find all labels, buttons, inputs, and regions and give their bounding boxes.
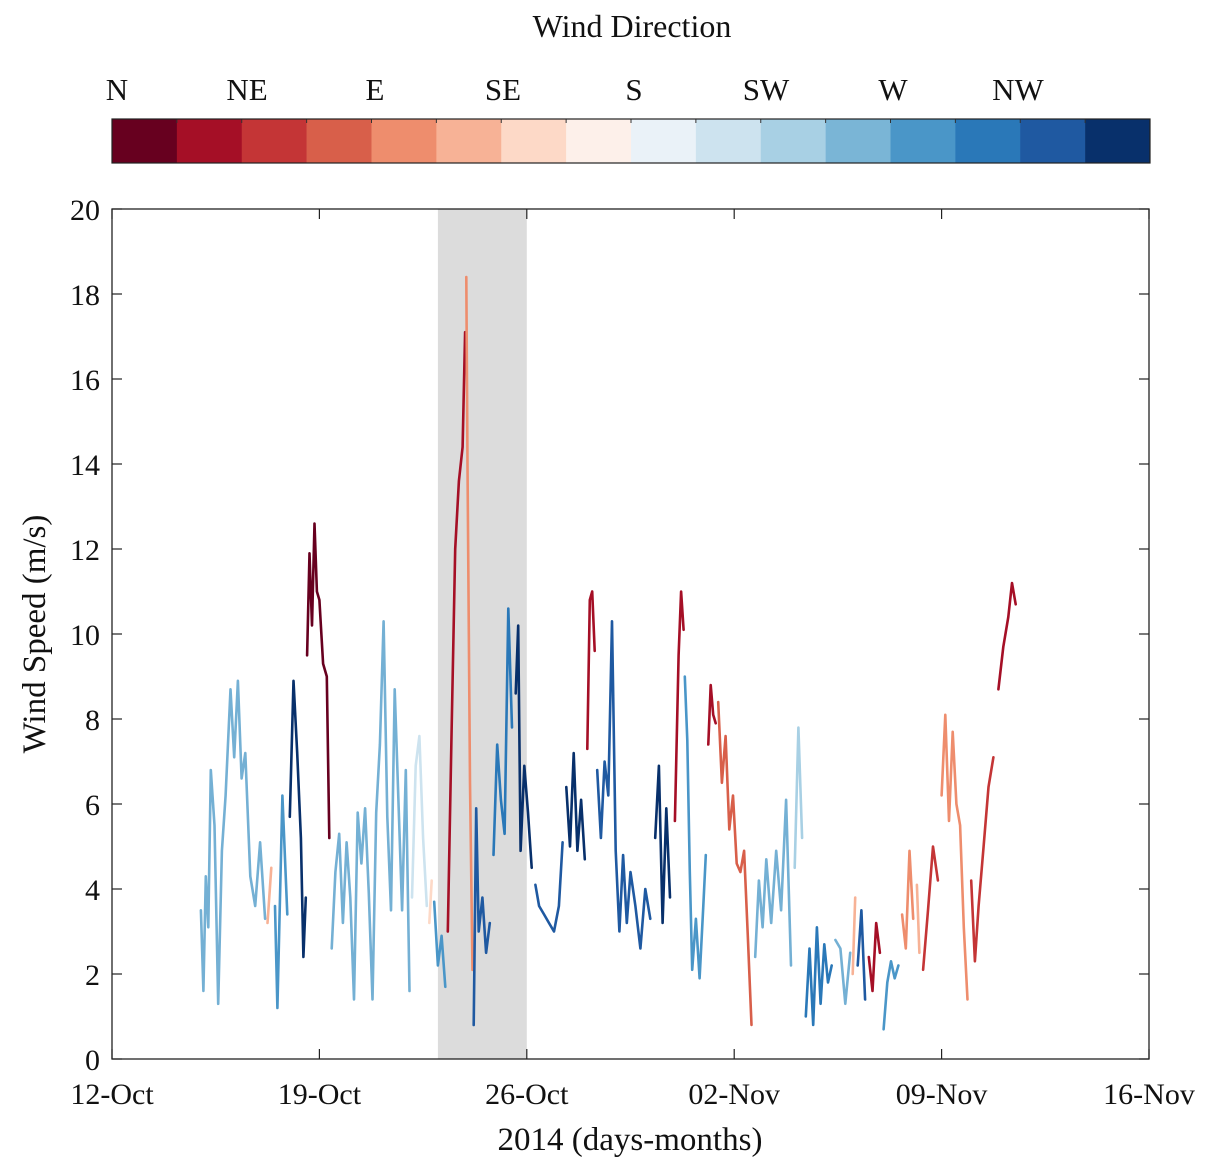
series-line <box>305 522 331 840</box>
series-line <box>851 896 857 976</box>
colorbar-cell <box>436 119 502 163</box>
series-line <box>882 959 900 1031</box>
colorbar-cell <box>955 119 1021 163</box>
series-line <box>716 700 753 1027</box>
colorbar-cell <box>890 119 956 163</box>
x-tick-label: 19-Oct <box>278 1078 362 1111</box>
series-line <box>266 866 273 925</box>
x-axis-label: 2014 (days-months) <box>498 1122 763 1158</box>
y-tick-label: 14 <box>70 449 100 482</box>
series-line <box>330 619 411 1001</box>
x-tick-label: 02-Nov <box>688 1078 780 1111</box>
colorbar-cell <box>631 119 697 163</box>
y-tick-label: 6 <box>85 789 100 822</box>
colorbar-label-nw: NW <box>992 72 1044 107</box>
series-line <box>867 921 882 993</box>
series-line <box>673 590 685 823</box>
series-line <box>427 879 434 925</box>
series-line <box>900 849 915 950</box>
colorbar-label-n: N <box>106 72 128 107</box>
x-tick-label: 26-Oct <box>485 1078 569 1111</box>
colorbar-cell <box>306 119 372 163</box>
colorbar-cell <box>695 119 762 163</box>
y-axis-ticks: 0 2 4 6 8 10 12 14 16 18 20 <box>70 194 1149 1077</box>
colorbar-label-s: S <box>625 72 642 107</box>
series-line <box>199 679 267 1006</box>
series-line <box>595 619 652 950</box>
colorbar-cell <box>371 119 437 163</box>
colorbar <box>111 118 1151 164</box>
series-line <box>273 794 289 1010</box>
series-line <box>446 330 467 933</box>
colorbar-cell <box>1020 119 1086 163</box>
shaded-period <box>437 209 527 1059</box>
y-tick-label: 0 <box>85 1044 100 1077</box>
colorbar-cell <box>112 119 178 163</box>
series-line <box>464 275 474 972</box>
x-axis-ticks: 12-Oct 19-Oct 26-Oct 02-Nov 09-Nov 16-Nov <box>70 209 1195 1111</box>
series-line <box>804 925 834 1027</box>
series-line <box>432 900 447 989</box>
x-tick-label: 12-Oct <box>70 1078 154 1111</box>
colorbar-label-sw: SW <box>743 72 790 107</box>
y-tick-label: 4 <box>85 874 100 907</box>
series-line <box>683 675 708 980</box>
colorbar-direction-labels: N NE E SE S SW W NW <box>106 72 1045 107</box>
colorbar-title: Wind Direction <box>533 8 732 44</box>
y-tick-label: 8 <box>85 704 100 737</box>
colorbar-cell <box>1085 119 1151 163</box>
series-line <box>834 938 852 1006</box>
series-line <box>288 679 308 959</box>
series-line <box>969 755 995 963</box>
y-tick-label: 12 <box>70 534 100 567</box>
y-tick-label: 16 <box>70 364 100 397</box>
series-line <box>653 764 672 925</box>
colorbar-frame <box>111 118 1151 164</box>
colorbar-label-e: E <box>366 72 385 107</box>
y-tick-label: 18 <box>70 279 100 312</box>
plot-frame <box>111 208 1150 1060</box>
series-line <box>564 751 587 861</box>
series-line <box>514 624 534 870</box>
x-tick-label: 09-Nov <box>896 1078 988 1111</box>
series-line <box>492 607 514 857</box>
colorbar-label-se: SE <box>485 72 521 107</box>
series-line <box>921 845 940 972</box>
series-line <box>753 798 793 967</box>
y-tick-label: 10 <box>70 619 100 652</box>
colorbar-cell <box>825 119 891 163</box>
series-line <box>997 581 1018 691</box>
series-line <box>793 726 804 870</box>
colorbar-cell <box>566 119 632 163</box>
colorbar-cell <box>501 119 567 163</box>
series-line <box>940 713 969 1001</box>
colorbar-cell <box>176 119 243 163</box>
series-line <box>915 883 921 955</box>
y-tick-label: 2 <box>85 959 100 992</box>
colorbar-cell <box>241 119 307 163</box>
series-line <box>410 734 429 908</box>
series-line <box>856 908 867 1001</box>
x-tick-label: 16-Nov <box>1103 1078 1195 1111</box>
colorbar-label-w: W <box>878 72 908 107</box>
series-line <box>534 840 564 933</box>
y-axis-label: Wind Speed (m/s) <box>17 515 53 754</box>
series-line <box>472 806 492 1027</box>
colorbar-label-ne: NE <box>226 72 267 107</box>
wind-speed-series <box>199 275 1018 1031</box>
series-line <box>706 683 718 746</box>
colorbar-cell <box>760 119 826 163</box>
series-line <box>585 590 597 751</box>
y-tick-label: 20 <box>70 194 100 227</box>
